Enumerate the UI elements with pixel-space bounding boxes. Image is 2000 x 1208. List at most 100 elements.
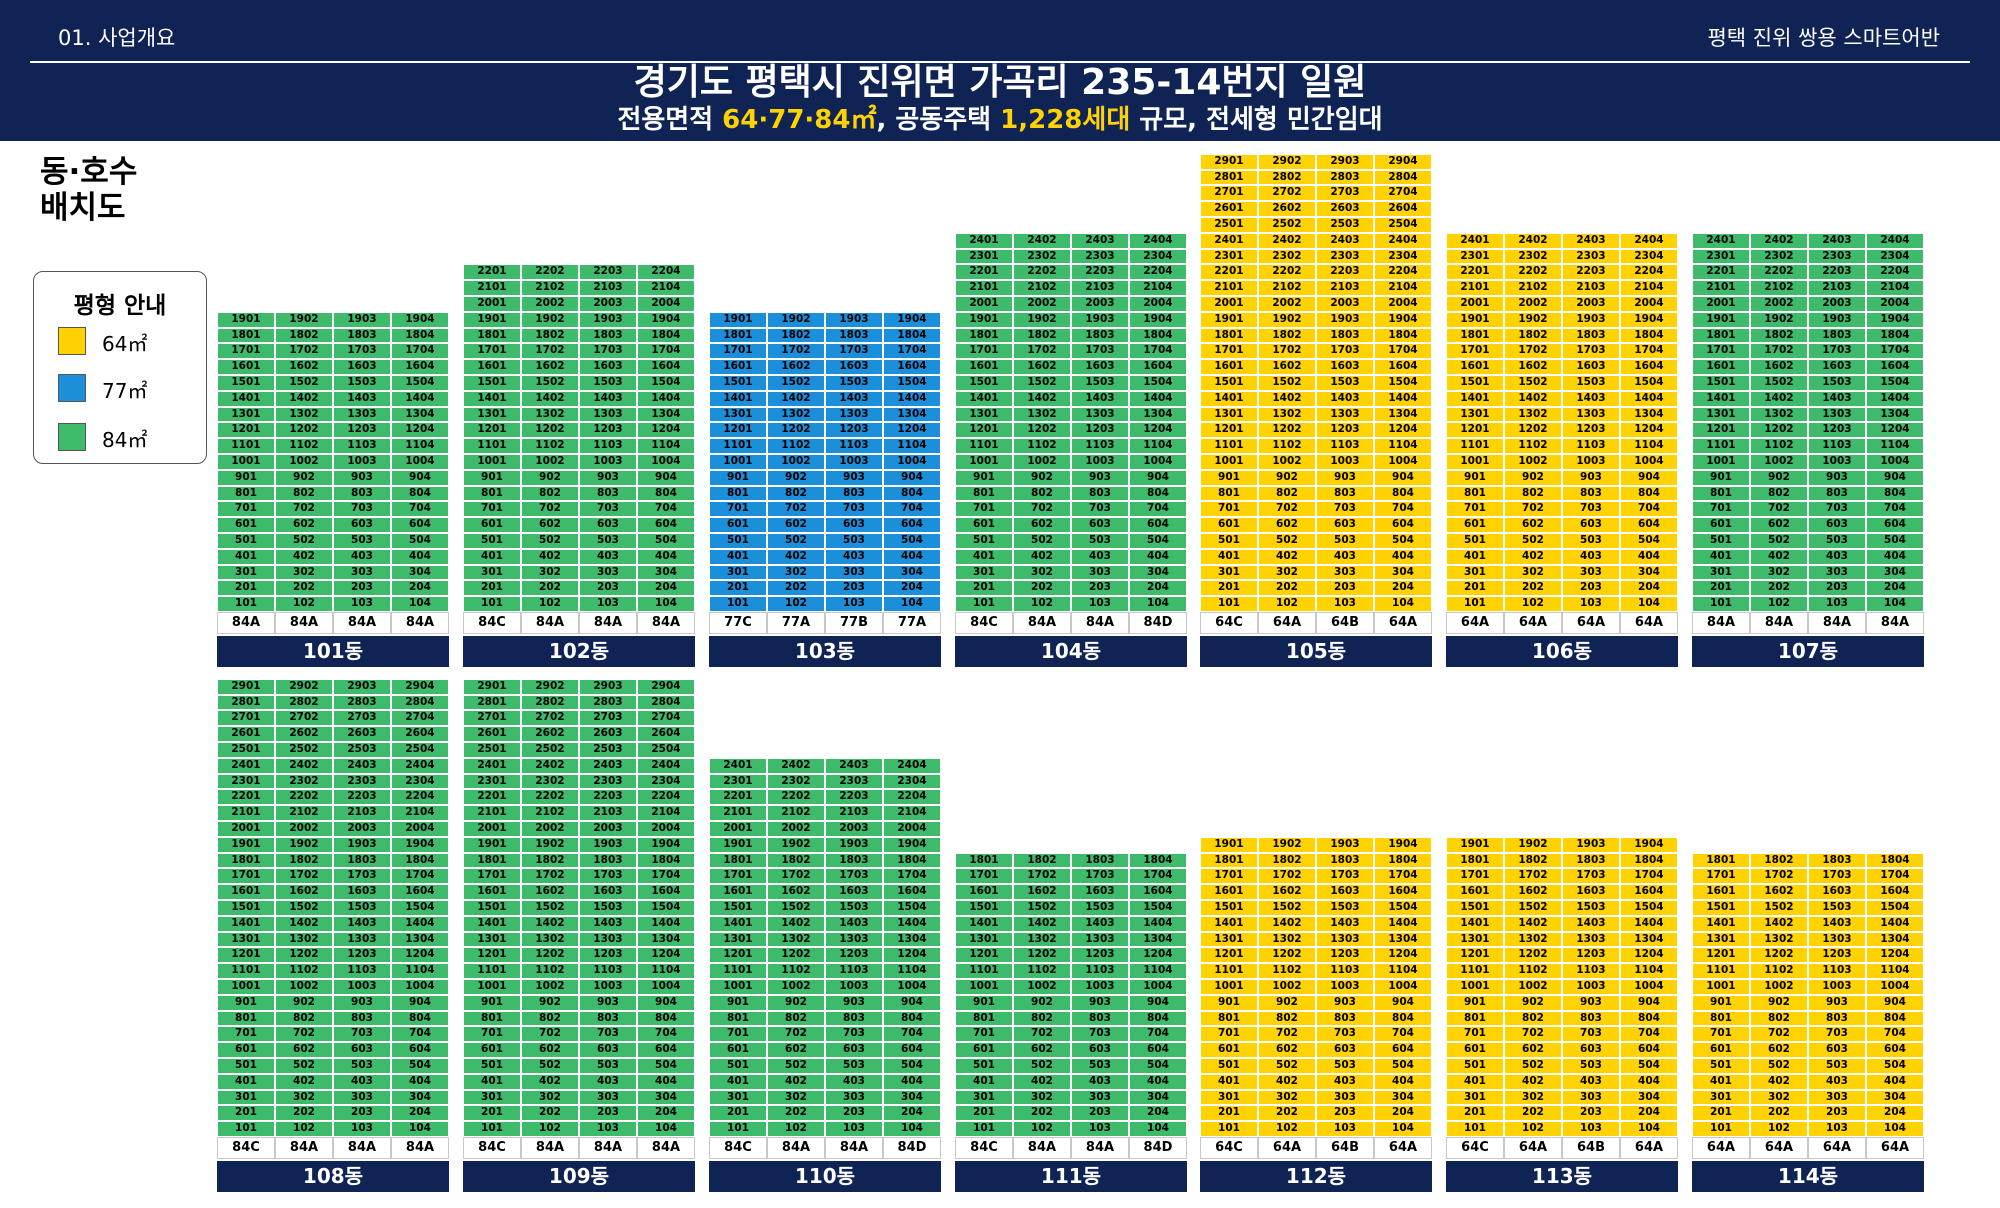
unit-cell: 1904 <box>1620 836 1678 853</box>
unit-cell: 1704 <box>1374 868 1432 885</box>
unit-type-label: 64C <box>1200 611 1258 634</box>
unit-cell: 203 <box>579 1105 637 1122</box>
unit-cell: 2702 <box>275 710 333 727</box>
unit-cell: 502 <box>767 532 825 549</box>
unit-grid: 2401 2402 2403 2404 2301 2302 2303 2304 2201 2202… <box>1692 232 1924 612</box>
unit-cell: 2002 <box>275 820 333 837</box>
unit-cell: 1304 <box>1129 931 1187 948</box>
unit-cell: 1004 <box>1374 453 1432 470</box>
unit-cell: 1104 <box>391 438 449 454</box>
unit-cell: 502 <box>1504 1057 1562 1074</box>
unit-cell: 503 <box>579 532 637 549</box>
unit-cell: 901 <box>1200 994 1258 1011</box>
unit-cell: 1802 <box>767 327 825 344</box>
unit-cell: 2302 <box>1504 248 1562 265</box>
unit-cell: 804 <box>1129 1010 1187 1027</box>
unit-cell: 1003 <box>579 453 637 470</box>
unit-cell: 1003 <box>333 453 391 470</box>
unit-cell: 1404 <box>1129 915 1187 932</box>
unit-cell: 2201 <box>463 264 521 281</box>
unit-cell: 202 <box>1013 1105 1071 1122</box>
unit-cell: 1802 <box>521 327 579 344</box>
unit-cell: 302 <box>521 564 579 581</box>
unit-cell: 2003 <box>579 820 637 837</box>
unit-cell: 2003 <box>333 820 391 837</box>
unit-type-label: 84A <box>391 611 449 634</box>
unit-type-label: 77C <box>709 611 767 634</box>
unit-cell: 701 <box>1446 1026 1504 1043</box>
unit-cell: 2002 <box>1504 295 1562 312</box>
unit-cell: 1502 <box>767 374 825 391</box>
unit-cell: 1301 <box>1692 406 1750 423</box>
unit-cell: 1603 <box>333 884 391 900</box>
unit-cell: 902 <box>1258 994 1316 1011</box>
unit-cell: 1402 <box>1504 915 1562 932</box>
unit-cell: 301 <box>709 1089 767 1106</box>
unit-cell: 1501 <box>217 899 275 916</box>
unit-type-label: 84C <box>217 1136 275 1159</box>
unit-cell: 2102 <box>521 805 579 821</box>
unit-cell: 403 <box>1808 1073 1866 1090</box>
unit-cell: 803 <box>1808 485 1866 502</box>
unit-cell: 603 <box>333 517 391 533</box>
unit-cell: 2301 <box>1446 248 1504 265</box>
unit-cell: 2103 <box>1071 280 1129 296</box>
unit-cell: 103 <box>579 1121 637 1137</box>
unit-cell: 903 <box>1562 469 1620 486</box>
unit-cell: 1801 <box>1446 852 1504 869</box>
unit-cell: 301 <box>217 564 275 581</box>
unit-cell: 2203 <box>1316 264 1374 281</box>
unit-cell: 303 <box>1808 1089 1866 1106</box>
unit-cell: 404 <box>1129 1073 1187 1090</box>
unit-cell: 1904 <box>883 311 941 328</box>
building-114동: 1801 1802 1803 1804 1701 1702 1703 1704 1601 1602… <box>1692 852 1924 1193</box>
unit-cell: 902 <box>521 469 579 486</box>
unit-cell: 1603 <box>825 359 883 375</box>
unit-cell: 2704 <box>1374 185 1432 202</box>
unit-type-label: 84C <box>463 1136 521 1159</box>
unit-cell: 1201 <box>1200 947 1258 964</box>
unit-cell: 2104 <box>883 805 941 821</box>
building-109동: 2901 2902 2903 2904 2801 2802 2803 2804 2701 2702… <box>463 678 695 1193</box>
unit-cell: 101 <box>955 596 1013 612</box>
unit-cell: 1204 <box>1866 422 1924 439</box>
unit-type-row: 77C 77A 77B 77A <box>709 611 941 634</box>
unit-grid: 1801 1802 1803 1804 1701 1702 1703 1704 1601 1602… <box>1692 852 1924 1137</box>
unit-cell: 2104 <box>637 280 695 296</box>
unit-cell: 1503 <box>333 374 391 391</box>
unit-cell: 1204 <box>1374 947 1432 964</box>
unit-cell: 101 <box>217 596 275 612</box>
unit-grid: 2401 2402 2403 2404 2301 2302 2303 2304 2201 2202… <box>709 757 941 1137</box>
unit-cell: 1403 <box>1808 915 1866 932</box>
unit-cell: 1102 <box>1258 963 1316 979</box>
unit-cell: 601 <box>709 517 767 533</box>
unit-cell: 902 <box>1504 469 1562 486</box>
unit-cell: 1501 <box>709 374 767 391</box>
unit-cell: 1802 <box>275 327 333 344</box>
unit-cell: 1804 <box>391 852 449 869</box>
unit-cell: 2304 <box>1374 248 1432 265</box>
unit-type-label: 84A <box>1013 611 1071 634</box>
unit-cell: 2202 <box>1258 264 1316 281</box>
unit-cell: 1103 <box>333 438 391 454</box>
unit-cell: 1504 <box>1866 899 1924 916</box>
unit-cell: 402 <box>767 548 825 565</box>
unit-cell: 1604 <box>1866 884 1924 900</box>
unit-cell: 1602 <box>521 359 579 375</box>
unit-cell: 2402 <box>767 757 825 774</box>
unit-cell: 1101 <box>1692 963 1750 979</box>
unit-cell: 1401 <box>1200 915 1258 932</box>
unit-type-label: 84A <box>767 1136 825 1159</box>
unit-cell: 2904 <box>1374 153 1432 170</box>
unit-cell: 1603 <box>579 359 637 375</box>
unit-cell: 1703 <box>1808 343 1866 360</box>
unit-cell: 2503 <box>1316 216 1374 233</box>
unit-cell: 1204 <box>637 422 695 439</box>
unit-cell: 2403 <box>1071 232 1129 249</box>
unit-cell: 1702 <box>767 343 825 360</box>
unit-cell: 1502 <box>1504 899 1562 916</box>
unit-cell: 2103 <box>1316 280 1374 296</box>
unit-cell: 2402 <box>1258 232 1316 249</box>
unit-cell: 1901 <box>1200 836 1258 853</box>
unit-cell: 2003 <box>1808 295 1866 312</box>
